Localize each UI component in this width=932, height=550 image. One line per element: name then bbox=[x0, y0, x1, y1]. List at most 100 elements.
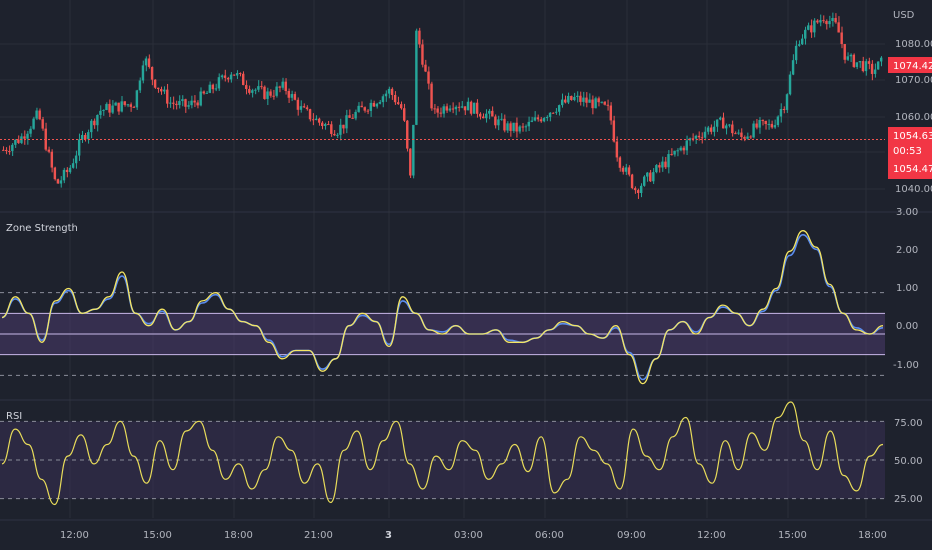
candle-body bbox=[172, 102, 175, 104]
candle-body bbox=[530, 120, 534, 122]
candle-body bbox=[709, 127, 713, 132]
candle-body bbox=[573, 96, 576, 100]
candle-body bbox=[220, 75, 224, 78]
candle-body bbox=[430, 83, 433, 109]
candle-body bbox=[697, 135, 701, 138]
candle-body bbox=[454, 106, 458, 110]
candle-body bbox=[816, 20, 819, 23]
candle-body bbox=[427, 71, 430, 84]
zone-axis[interactable]: 3.00 2.00 1.00 0.00 -1.00 bbox=[893, 207, 919, 371]
candle-body bbox=[41, 119, 44, 129]
candle-body bbox=[448, 108, 452, 111]
candle-body bbox=[466, 101, 470, 111]
candle-body bbox=[23, 136, 26, 139]
candle-body bbox=[296, 99, 300, 110]
candle-body bbox=[554, 111, 558, 113]
current-price-tag: 1054.63 00:53 1054.47 bbox=[888, 127, 932, 179]
rsi-tick: 50.00 bbox=[894, 456, 923, 467]
candle-body bbox=[475, 102, 479, 114]
candle-body bbox=[114, 102, 117, 106]
candle-body bbox=[579, 95, 582, 102]
candle-body bbox=[159, 89, 163, 92]
time-axis[interactable]: 12:00 15:00 18:00 21:00 3 03:00 06:00 09… bbox=[60, 530, 887, 541]
candle-body bbox=[169, 102, 172, 104]
candle-body bbox=[269, 91, 272, 96]
candle-body bbox=[743, 136, 746, 139]
candle-body bbox=[503, 118, 506, 131]
candle-body bbox=[287, 90, 290, 98]
last-price-tag: 1074.42 bbox=[888, 57, 932, 73]
candle-body bbox=[436, 108, 439, 113]
candle-body bbox=[557, 105, 561, 112]
candle-body bbox=[8, 151, 11, 153]
candle-body bbox=[339, 124, 342, 135]
candle-body bbox=[488, 110, 491, 114]
grid bbox=[0, 0, 885, 518]
candle-body bbox=[506, 123, 509, 131]
candle-body bbox=[646, 172, 649, 177]
candle-body bbox=[263, 86, 266, 99]
candle-body bbox=[667, 154, 670, 168]
candle-body bbox=[855, 62, 859, 67]
candle-body bbox=[597, 98, 600, 103]
time-label: 21:00 bbox=[304, 530, 333, 541]
candle-body bbox=[71, 163, 75, 168]
candle-body bbox=[788, 74, 792, 95]
zone-slow-line bbox=[1, 233, 884, 381]
time-label: 18:00 bbox=[224, 530, 253, 541]
candle-body bbox=[5, 149, 8, 152]
candle-body bbox=[50, 151, 54, 168]
candle-body bbox=[858, 61, 862, 63]
candle-body bbox=[378, 102, 382, 104]
candle-body bbox=[624, 167, 628, 172]
candle-body bbox=[810, 25, 813, 33]
candle-body bbox=[567, 95, 570, 103]
candle-body bbox=[785, 94, 789, 110]
candle-body bbox=[357, 105, 360, 112]
candle-body bbox=[594, 98, 597, 109]
candle-body bbox=[117, 102, 120, 112]
candle-body bbox=[260, 86, 263, 88]
candle-body bbox=[381, 96, 385, 103]
candle-body bbox=[527, 121, 530, 127]
bar-countdown: 00:53 bbox=[893, 146, 922, 157]
candle-body bbox=[752, 123, 755, 138]
candle-body bbox=[828, 21, 831, 25]
rsi-axis[interactable]: 75.00 50.00 25.00 bbox=[894, 418, 923, 505]
candle-body bbox=[712, 126, 716, 132]
candle-body bbox=[138, 80, 142, 91]
candle-body bbox=[59, 180, 63, 184]
candle-body bbox=[208, 84, 212, 93]
zone-fast-line bbox=[1, 230, 884, 385]
candle-body bbox=[406, 120, 409, 149]
candle-body bbox=[664, 161, 667, 168]
candle-body bbox=[491, 110, 494, 117]
candle-body bbox=[232, 74, 236, 76]
candle-body bbox=[539, 119, 543, 122]
candle-body bbox=[241, 73, 245, 86]
candle-body bbox=[591, 99, 594, 109]
candle-body bbox=[797, 44, 801, 46]
candle-body bbox=[363, 107, 366, 111]
zone-strength-lines bbox=[1, 230, 884, 385]
candle-body bbox=[770, 123, 774, 128]
candle-body bbox=[603, 101, 606, 105]
price-axis[interactable]: USD 1080.00 1070.00 1060.00 1040.00 bbox=[893, 10, 932, 195]
candle-body bbox=[424, 64, 427, 72]
candle-body bbox=[639, 185, 643, 193]
candle-body bbox=[582, 97, 585, 102]
candle-body bbox=[661, 161, 664, 168]
candle-body bbox=[387, 88, 391, 94]
candle-body bbox=[348, 115, 351, 118]
price-tick: 1040.00 bbox=[895, 184, 932, 195]
zone-tick: 0.00 bbox=[896, 321, 918, 332]
rsi-tick: 75.00 bbox=[894, 418, 923, 429]
candle-body bbox=[755, 123, 758, 128]
candle-body bbox=[852, 54, 856, 67]
candle-body bbox=[612, 120, 616, 142]
candle-body bbox=[691, 138, 695, 140]
candle-body bbox=[879, 57, 883, 62]
candle-body bbox=[181, 99, 184, 102]
